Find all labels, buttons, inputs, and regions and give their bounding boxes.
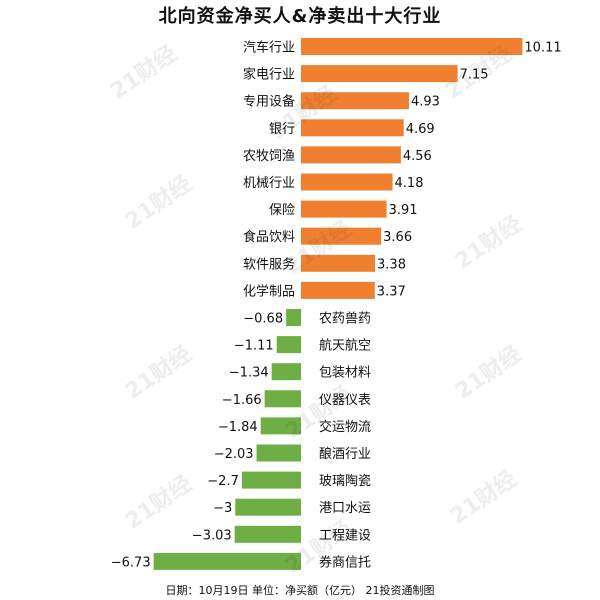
bar-16	[256, 444, 301, 462]
value-label: −1.84	[218, 420, 258, 435]
bar-2	[301, 65, 458, 83]
category-label: 农药兽药	[319, 312, 371, 327]
value-label: −2.03	[214, 447, 254, 462]
value-label: 4.18	[395, 176, 424, 191]
bar-7	[301, 200, 387, 218]
category-label: 专用设备	[243, 94, 295, 110]
value-label: 4.56	[403, 149, 432, 164]
bar-9	[301, 254, 376, 272]
value-label: 3.38	[377, 257, 406, 272]
footnote: 日期：10月19日 单位：净买额（亿元） 21投资通制图	[165, 584, 435, 597]
value-label: −6.73	[111, 555, 151, 570]
value-label: 3.66	[383, 230, 412, 245]
value-label: −1.34	[229, 366, 269, 381]
value-label: −1.66	[222, 393, 262, 408]
bar-1	[301, 38, 523, 55]
category-label: 包装材料	[319, 366, 371, 381]
value-label: 3.37	[377, 284, 406, 299]
value-label: −3.03	[192, 528, 232, 543]
category-label: 银行	[269, 122, 295, 137]
category-label: 农牧饲渔	[243, 149, 295, 164]
bar-5	[301, 146, 401, 164]
category-label: 港口水运	[319, 501, 371, 516]
category-label: 仪器仪表	[319, 393, 371, 408]
value-label: 4.93	[411, 95, 440, 110]
bar-14	[264, 390, 301, 408]
bar-3	[301, 92, 409, 110]
category-label: 工程建设	[319, 528, 371, 543]
bar-19	[234, 525, 301, 543]
category-label: 化学制品	[243, 283, 295, 299]
bar-15	[260, 417, 301, 435]
chart-title: 北向资金净买人&净卖出十大行业	[158, 6, 442, 27]
category-label: 软件服务	[243, 256, 295, 272]
bar-12	[276, 336, 301, 354]
value-label: 10.11	[524, 41, 561, 56]
value-label: −2.7	[207, 474, 239, 489]
value-label: 3.91	[389, 203, 418, 218]
bar-13	[271, 363, 301, 381]
category-label: 食品饮料	[243, 229, 295, 245]
bar-20	[153, 552, 301, 570]
bar-11	[286, 309, 301, 326]
value-label: −0.68	[243, 312, 283, 327]
category-label: 交运物流	[319, 419, 371, 435]
category-label: 保险	[269, 203, 295, 218]
value-label: 7.15	[460, 68, 489, 83]
bar-18	[235, 498, 301, 516]
category-label: 家电行业	[243, 67, 295, 83]
category-label: 航天航空	[319, 338, 371, 354]
category-label: 酿酒行业	[319, 446, 371, 462]
category-label: 玻璃陶瓷	[319, 473, 371, 489]
value-label: 4.69	[406, 122, 435, 137]
value-label: −1.11	[234, 339, 274, 354]
bar-4	[301, 119, 404, 137]
bar-6	[301, 173, 393, 191]
bar-8	[301, 227, 382, 245]
category-label: 机械行业	[243, 176, 295, 191]
category-label: 券商信托	[319, 554, 371, 570]
value-label: −3	[213, 501, 232, 516]
bar-10	[301, 281, 375, 299]
category-label: 汽车行业	[243, 40, 295, 56]
bar-17	[241, 471, 301, 489]
